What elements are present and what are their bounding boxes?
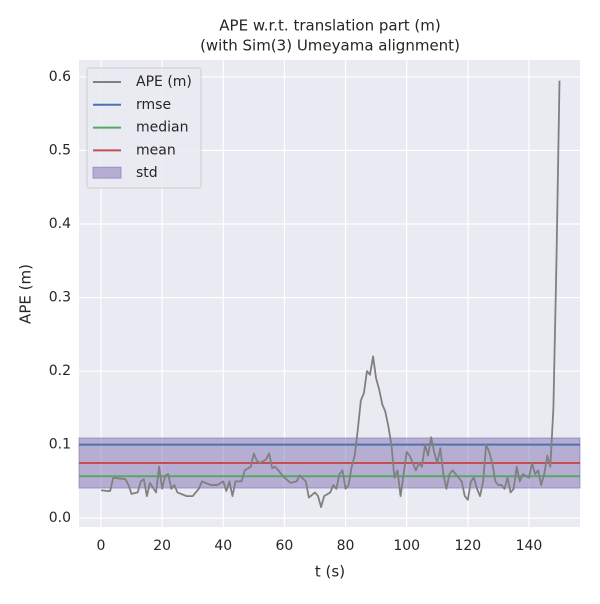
y-tick-label: 0.0 [49,510,71,526]
legend-label: std [136,165,158,181]
x-tick-label: 0 [97,538,106,554]
x-tick-label: 80 [337,538,355,554]
x-tick-label: 60 [275,538,293,554]
legend-swatch [92,166,122,179]
y-axis-label: APE (m) [17,264,35,324]
legend-label: mean [136,142,176,158]
legend-label: APE (m) [136,74,192,90]
x-tick-label: 20 [153,538,171,554]
x-tick-label: 100 [393,538,420,554]
legend-box [86,67,202,189]
legend-label: median [136,120,188,136]
data-line [100,80,561,509]
x-tick-label: 140 [516,538,543,554]
y-tick-label: 0.5 [49,142,71,158]
y-tick-label: 0.3 [49,290,71,306]
chart-subtitle: (with Sim(3) Umeyama alignment) [200,37,460,55]
y-tick-label: 0.6 [49,69,71,85]
x-axis-label: t (s) [315,563,345,581]
x-tick-label: 120 [454,538,481,554]
y-tick-label: 0.1 [49,437,71,453]
x-tick-label: 40 [214,538,232,554]
legend-label: rmse [136,97,171,113]
chart-title: APE w.r.t. translation part (m) [219,17,440,35]
y-tick-label: 0.2 [49,363,71,379]
y-tick-label: 0.4 [49,216,71,232]
